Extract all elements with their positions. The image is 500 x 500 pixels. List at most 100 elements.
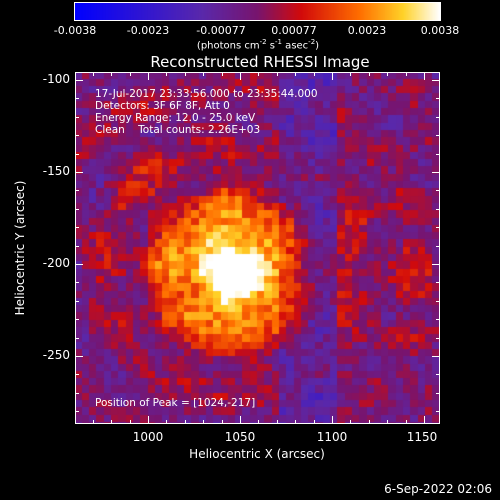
axis-tick [75, 392, 79, 394]
axis-tick [368, 420, 370, 424]
axis-tick [258, 72, 260, 76]
y-tick-label: -100 [42, 72, 70, 86]
axis-tick [184, 420, 186, 424]
y-tick-label: -150 [42, 164, 70, 178]
axis-tick [240, 416, 241, 424]
axis-tick [424, 72, 425, 80]
info-time-range: 17-Jul-2017 23:33:56.000 to 23:35:44.000 [95, 88, 318, 100]
axis-tick [436, 282, 440, 284]
axis-tick [405, 72, 407, 76]
axis-tick [350, 420, 352, 424]
axis-tick [75, 411, 79, 413]
colorbar-tick: -0.0038 [53, 24, 97, 37]
axis-tick [332, 416, 333, 424]
axis-tick [387, 420, 389, 424]
axis-tick [75, 208, 79, 210]
colorbar-tick: 0.0023 [347, 24, 387, 37]
axis-tick [75, 282, 79, 284]
y-tick-label: -250 [42, 348, 70, 362]
colorbar-tick: 0.00077 [271, 24, 317, 37]
axis-tick [75, 98, 79, 100]
axis-tick [92, 72, 94, 76]
axis-tick [436, 319, 440, 321]
y-tick-label: -200 [42, 256, 70, 270]
axis-tick [75, 356, 83, 357]
axis-tick [203, 420, 205, 424]
axis-tick [166, 420, 168, 424]
axis-tick [436, 227, 440, 229]
axis-tick [436, 208, 440, 210]
colorbar [74, 2, 441, 21]
axis-tick [436, 98, 440, 100]
axis-tick [148, 416, 149, 424]
axis-tick [75, 319, 79, 321]
axis-tick [276, 72, 278, 76]
axis-tick [405, 420, 407, 424]
colorbar-tick: 0.0038 [420, 24, 460, 37]
x-tick-label: 1000 [132, 430, 164, 444]
info-detectors: Detectors: 3F 6F 8F, Att 0 [95, 100, 230, 112]
axis-tick [436, 190, 440, 192]
axis-tick [313, 72, 315, 76]
colorbar-tick: -0.00077 [196, 24, 246, 37]
axis-tick [436, 337, 440, 339]
info-energy: Energy Range: 12.0 - 25.0 keV [95, 112, 256, 124]
axis-tick [313, 420, 315, 424]
axis-tick [432, 264, 440, 265]
axis-tick [436, 374, 440, 376]
axis-tick [184, 72, 186, 76]
axis-tick [436, 245, 440, 247]
axis-tick [295, 420, 297, 424]
axis-tick [111, 420, 113, 424]
x-tick-label: 1100 [316, 430, 348, 444]
axis-tick [221, 72, 223, 76]
image-title: Reconstructed RHESSI Image [150, 53, 370, 71]
info-counts: Clean Total counts: 2.26E+03 [95, 124, 261, 136]
axis-tick [75, 374, 79, 376]
colorbar-tick: -0.0023 [126, 24, 170, 37]
axis-tick [92, 420, 94, 424]
axis-tick [129, 72, 131, 76]
colorbar-units: (photons cm-2 s-1 asec-2) [196, 38, 320, 52]
axis-tick [148, 72, 149, 80]
rhessi-image [75, 72, 440, 424]
axis-tick [436, 392, 440, 394]
axis-tick [75, 264, 83, 265]
x-tick-label: 1150 [406, 430, 438, 444]
y-axis-title: Heliocentric Y (arcsec) [13, 180, 27, 316]
peak-position: Position of Peak = [1024,-217] [95, 397, 256, 409]
axis-tick [240, 72, 241, 80]
axis-tick [295, 72, 297, 76]
axis-tick [75, 172, 83, 173]
axis-tick [75, 135, 79, 137]
axis-tick [432, 80, 440, 81]
axis-tick [203, 72, 205, 76]
axis-tick [436, 153, 440, 155]
axis-tick [75, 153, 79, 155]
axis-tick [424, 416, 425, 424]
axis-tick [166, 72, 168, 76]
axis-tick [75, 190, 79, 192]
axis-tick [258, 420, 260, 424]
axis-tick [75, 80, 83, 81]
axis-tick [129, 420, 131, 424]
axis-tick [111, 72, 113, 76]
axis-tick [436, 300, 440, 302]
axis-tick [432, 172, 440, 173]
axis-tick [75, 116, 79, 118]
axis-tick [75, 245, 79, 247]
axis-tick [75, 300, 79, 302]
axis-tick [276, 420, 278, 424]
x-axis-title: Heliocentric X (arcsec) [189, 447, 325, 461]
axis-tick [221, 420, 223, 424]
axis-tick [75, 337, 79, 339]
axis-tick [432, 356, 440, 357]
axis-tick [332, 72, 333, 80]
axis-tick [436, 411, 440, 413]
axis-tick [436, 135, 440, 137]
axis-tick [350, 72, 352, 76]
axis-tick [387, 72, 389, 76]
x-tick-label: 1050 [224, 430, 256, 444]
axis-tick [368, 72, 370, 76]
footer-date: 6-Sep-2022 02:06 [384, 482, 492, 496]
